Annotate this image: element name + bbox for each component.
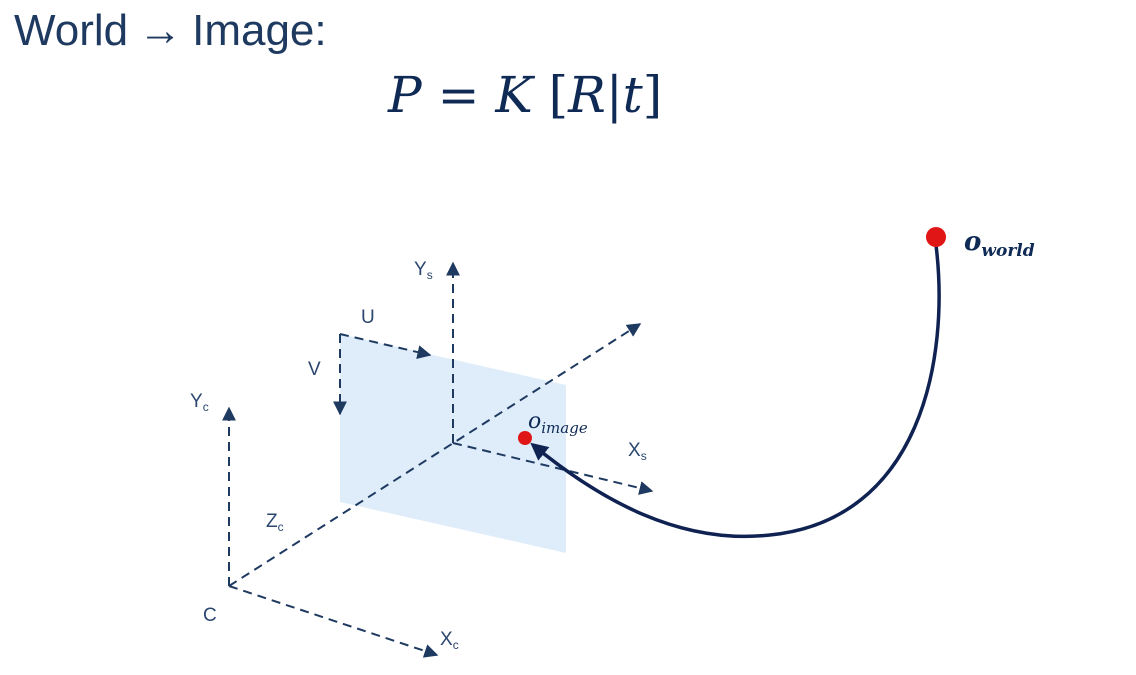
o-world-label: oworld: [964, 227, 1035, 261]
o-image-label: oimage: [528, 409, 588, 437]
formula-t: t: [622, 66, 643, 124]
slide-title: World → Image:: [14, 6, 327, 56]
yc-label: Yc: [190, 391, 209, 414]
u-label: U: [361, 307, 375, 328]
formula-r: R: [568, 66, 606, 124]
projection-formula: P = K [R|t]: [388, 66, 662, 124]
xc-label: Xc: [440, 629, 459, 652]
c-label: C: [203, 605, 217, 626]
formula-right-bracket: ]: [642, 66, 663, 124]
ys-label: Ys: [414, 259, 433, 282]
formula-p: P: [388, 66, 422, 124]
pixel-u-axis: [339, 333, 432, 359]
sensor-x-axis: [452, 442, 654, 495]
title-to: Image:: [192, 6, 327, 55]
formula-bar: |: [605, 66, 623, 124]
formula-k: K: [495, 66, 533, 124]
o-image-point: [518, 431, 532, 445]
formula-equals: =: [437, 66, 480, 124]
title-from: World: [14, 6, 129, 55]
xs-label: Xs: [628, 440, 647, 463]
v-label: V: [308, 359, 321, 380]
arrow-right-icon: →: [138, 6, 183, 55]
zc-label: Zc: [266, 511, 284, 534]
camera-x-axis: [228, 585, 439, 658]
formula-left-bracket: [: [548, 66, 569, 124]
o-world-point: [926, 227, 946, 247]
camera-z-axis: [228, 323, 642, 587]
projection-curve: [530, 244, 941, 539]
